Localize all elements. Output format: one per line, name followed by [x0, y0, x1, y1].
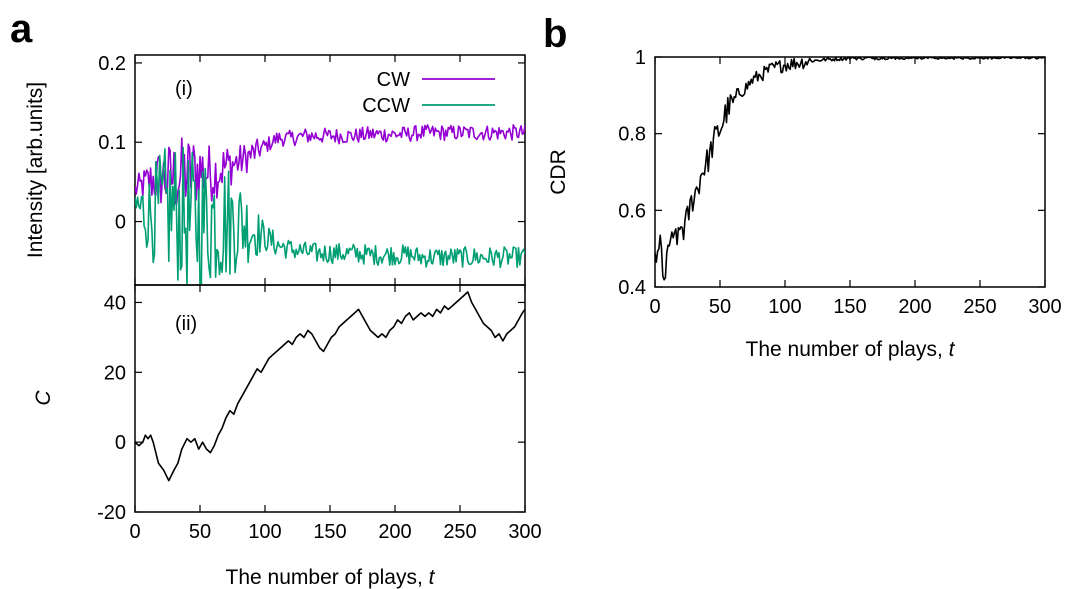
x-axis-label: The number of plays, t [746, 338, 956, 361]
legend-label-ccw: CCW [362, 95, 410, 117]
y-tick-label: 40 [104, 292, 126, 314]
x-tick-label: 250 [443, 521, 476, 543]
panel-label-i: (i) [175, 78, 193, 100]
y-tick-label: 0.4 [618, 277, 646, 299]
x-tick-label: 100 [248, 521, 281, 543]
x-axis-label-var: t [949, 338, 956, 361]
x-tick-label: 100 [768, 296, 801, 318]
y-tick-label: 0.2 [98, 53, 126, 75]
x-tick-label: 0 [129, 521, 140, 543]
y-axis-label-intensity: Intensity [arb.units] [24, 82, 47, 258]
series-line-cw [135, 124, 525, 205]
panel-letter-a: a [10, 7, 33, 51]
x-tick-label: 150 [313, 521, 346, 543]
x-tick-label: 0 [649, 296, 660, 318]
plot-b: 0 50 100 150 200 250 300 0.4 0.6 0.8 1 CDR The numbe… [547, 47, 1062, 361]
series-line-data [655, 57, 1045, 281]
x-tick-label: 300 [508, 521, 541, 543]
x-tick-label: 250 [963, 296, 996, 318]
panel-label-ii: (ii) [175, 313, 197, 335]
x-axis-label-text: The number of plays, [746, 338, 949, 361]
y-tick-label: 0.6 [618, 200, 646, 222]
y-tick-label: 20 [104, 362, 126, 384]
series-line-ccw [135, 146, 525, 285]
x-axis-label-text: The number of plays, [226, 566, 429, 589]
x-axis-label-var: t [429, 566, 436, 589]
plot-a-i: 0 0.1 0.2 (i) Intensity [arb.units] CW CCW [24, 53, 526, 286]
series-line-data [135, 291, 525, 482]
x-tick-label: 300 [1028, 296, 1061, 318]
y-axis-label-cdr: CDR [547, 149, 570, 195]
y-tick-label: 0 [115, 432, 126, 454]
plot-frame [654, 56, 1046, 288]
panel-letter-b: b [543, 12, 567, 56]
y-tick-label: 1 [635, 47, 646, 69]
y-tick-label: 0.1 [98, 132, 126, 154]
x-tick-label: 50 [709, 296, 731, 318]
x-tick-label: 150 [833, 296, 866, 318]
y-tick-label: -20 [97, 502, 126, 524]
y-axis-label-c: C [32, 390, 55, 406]
x-tick-label: 50 [189, 521, 211, 543]
legend-label-cw: CW [377, 69, 410, 91]
y-tick-label: 0.8 [618, 124, 646, 146]
y-tick-label: 0 [115, 212, 126, 234]
x-tick-label: 200 [378, 521, 411, 543]
x-axis-label: The number of plays, t [226, 566, 436, 589]
x-tick-label: 200 [898, 296, 931, 318]
